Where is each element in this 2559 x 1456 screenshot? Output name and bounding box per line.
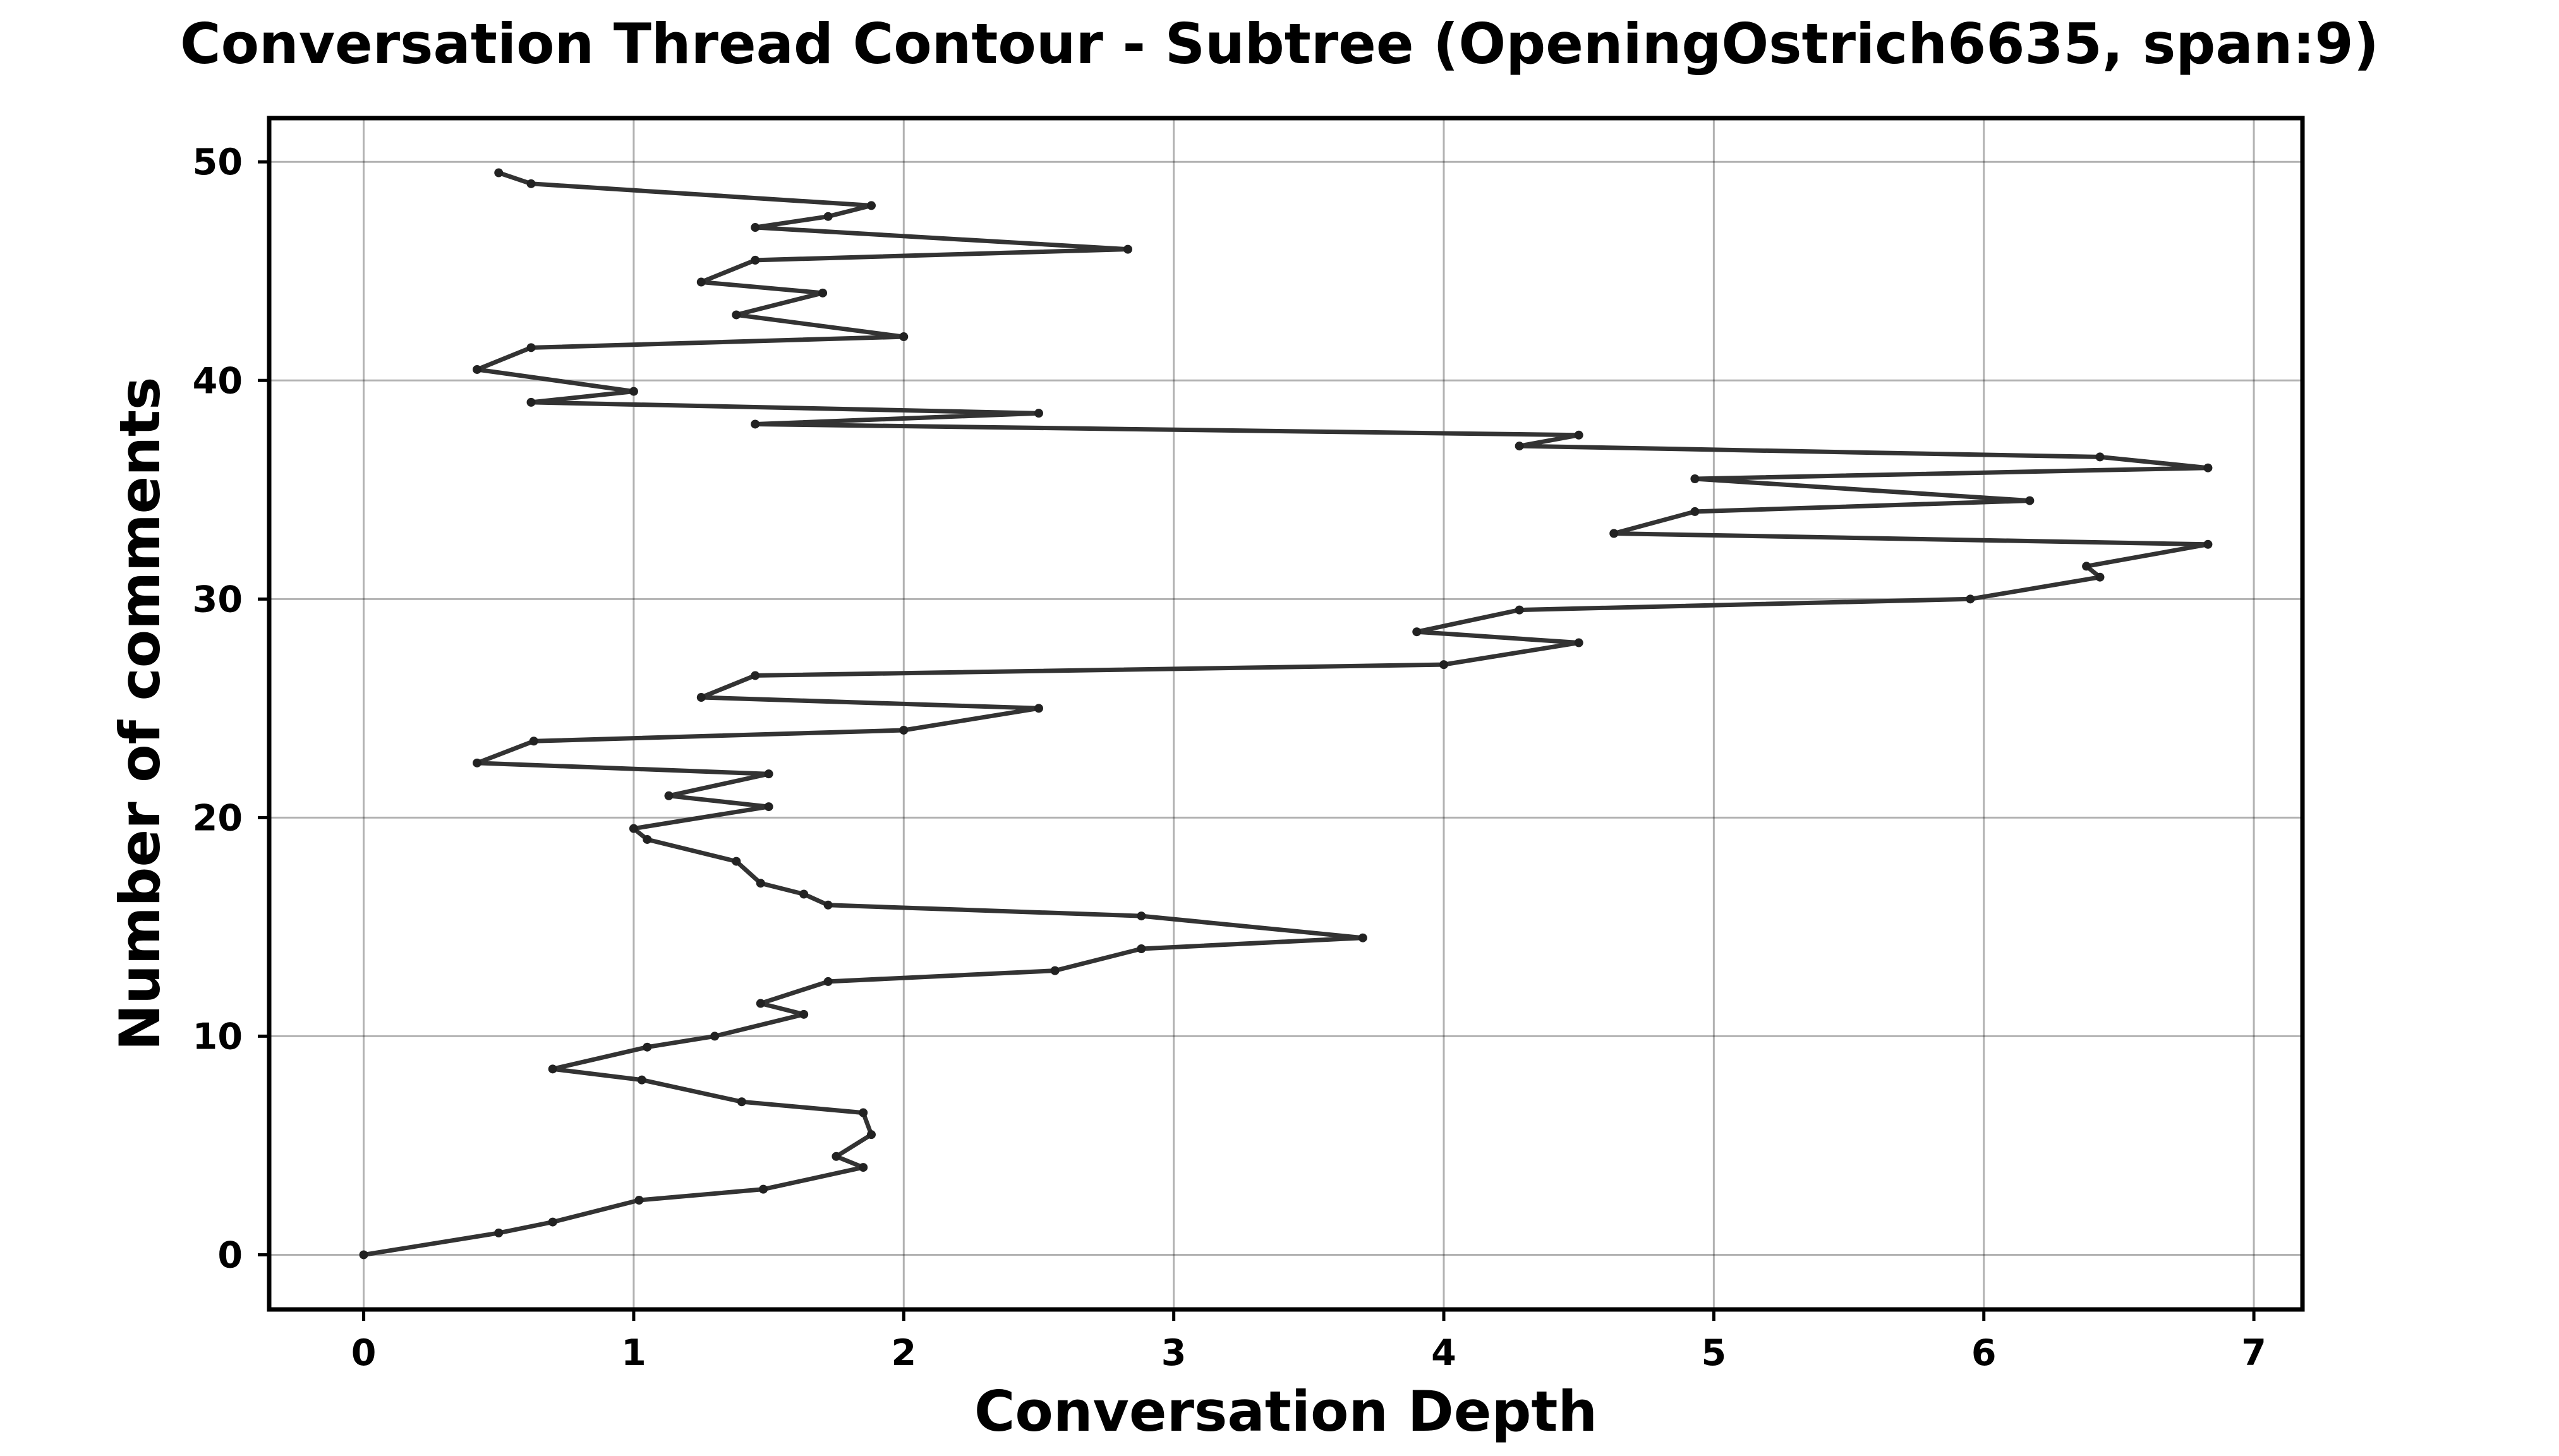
data-point bbox=[899, 332, 909, 342]
data-point bbox=[799, 889, 809, 899]
data-point bbox=[2025, 496, 2035, 505]
plot-frame bbox=[267, 116, 2305, 1312]
data-point bbox=[1358, 933, 1367, 942]
data-point bbox=[1137, 912, 1146, 921]
y-tick-label: 30 bbox=[193, 579, 243, 620]
grid bbox=[269, 118, 2302, 1309]
x-axis-label: Conversation Depth bbox=[974, 1379, 1597, 1444]
data-point bbox=[494, 1228, 504, 1237]
data-point bbox=[1690, 507, 1700, 516]
y-tick-label: 20 bbox=[193, 797, 243, 839]
y-axis-label: Number of comments bbox=[107, 377, 172, 1051]
data-point bbox=[1515, 605, 1524, 615]
data-point bbox=[643, 1042, 652, 1052]
x-tick-label: 6 bbox=[1971, 1332, 1997, 1374]
x-tick-label: 2 bbox=[891, 1332, 916, 1374]
chart-title: Conversation Thread Contour - Subtree (O… bbox=[180, 11, 2379, 76]
data-point bbox=[1123, 244, 1132, 254]
data-point bbox=[1439, 660, 1449, 670]
data-point bbox=[732, 857, 741, 866]
data-point bbox=[2203, 539, 2213, 549]
data-point bbox=[899, 725, 909, 735]
data-point bbox=[732, 310, 741, 320]
data-point bbox=[859, 1163, 868, 1172]
data-point bbox=[1034, 409, 1043, 418]
data-point bbox=[1966, 594, 1975, 604]
data-point bbox=[859, 1108, 868, 1117]
data-point bbox=[643, 834, 652, 844]
data-point bbox=[696, 277, 706, 287]
x-tick-label: 0 bbox=[351, 1332, 377, 1374]
y-tick-label: 50 bbox=[193, 141, 243, 183]
data-point bbox=[359, 1250, 368, 1260]
data-point bbox=[1574, 638, 1583, 647]
x-tick-label: 3 bbox=[1161, 1332, 1187, 1374]
data-point bbox=[1050, 966, 1060, 975]
data-point bbox=[526, 179, 536, 188]
axis-ticks: 0 1 2 3 4 5 6 7 0 10 20 30 40 50 bbox=[193, 141, 2266, 1374]
y-tick-label: 40 bbox=[193, 360, 243, 402]
data-point bbox=[756, 879, 765, 888]
data-point bbox=[1515, 442, 1524, 451]
data-point bbox=[1609, 529, 1619, 538]
data-point bbox=[629, 387, 638, 396]
data-point bbox=[2082, 562, 2091, 571]
data-point bbox=[529, 737, 538, 746]
data-point bbox=[473, 758, 482, 767]
data-point bbox=[756, 999, 765, 1008]
data-point bbox=[1574, 430, 1583, 440]
data-point bbox=[1690, 474, 1700, 483]
data-point bbox=[526, 343, 536, 352]
data-point bbox=[548, 1064, 557, 1074]
data-point bbox=[696, 693, 706, 702]
data-point bbox=[751, 419, 760, 429]
data-point bbox=[867, 201, 876, 210]
data-point bbox=[526, 397, 536, 407]
data-point bbox=[751, 671, 760, 680]
data-point bbox=[759, 1184, 768, 1194]
data-point bbox=[751, 223, 760, 232]
data-point bbox=[823, 212, 833, 221]
data-point bbox=[737, 1097, 746, 1107]
data-point bbox=[818, 288, 828, 298]
data-point bbox=[867, 1130, 876, 1140]
x-tick-label: 7 bbox=[2241, 1332, 2266, 1374]
data-point bbox=[637, 1075, 646, 1085]
data-point bbox=[764, 802, 773, 812]
data-point bbox=[2095, 452, 2105, 462]
series-line bbox=[361, 171, 2210, 1257]
data-point bbox=[751, 255, 760, 265]
data-point bbox=[1412, 627, 1422, 637]
data-point bbox=[1034, 704, 1043, 713]
data-point bbox=[764, 769, 773, 779]
series bbox=[359, 168, 2213, 1260]
data-point bbox=[548, 1217, 557, 1227]
data-point bbox=[664, 791, 674, 800]
data-point bbox=[1137, 944, 1146, 954]
x-tick-label: 4 bbox=[1431, 1332, 1456, 1374]
x-tick-label: 1 bbox=[621, 1332, 646, 1374]
data-point bbox=[629, 824, 638, 833]
data-point bbox=[823, 900, 833, 910]
data-point bbox=[473, 364, 482, 374]
data-point bbox=[832, 1152, 841, 1161]
data-point bbox=[494, 168, 504, 177]
y-tick-label: 10 bbox=[193, 1016, 243, 1057]
data-point bbox=[710, 1032, 720, 1041]
y-tick-label: 0 bbox=[217, 1234, 243, 1276]
x-tick-label: 5 bbox=[1702, 1332, 1727, 1374]
data-point bbox=[823, 977, 833, 986]
data-point bbox=[634, 1195, 644, 1205]
data-point bbox=[2203, 463, 2213, 472]
data-point bbox=[2095, 572, 2105, 582]
data-point bbox=[799, 1009, 809, 1019]
